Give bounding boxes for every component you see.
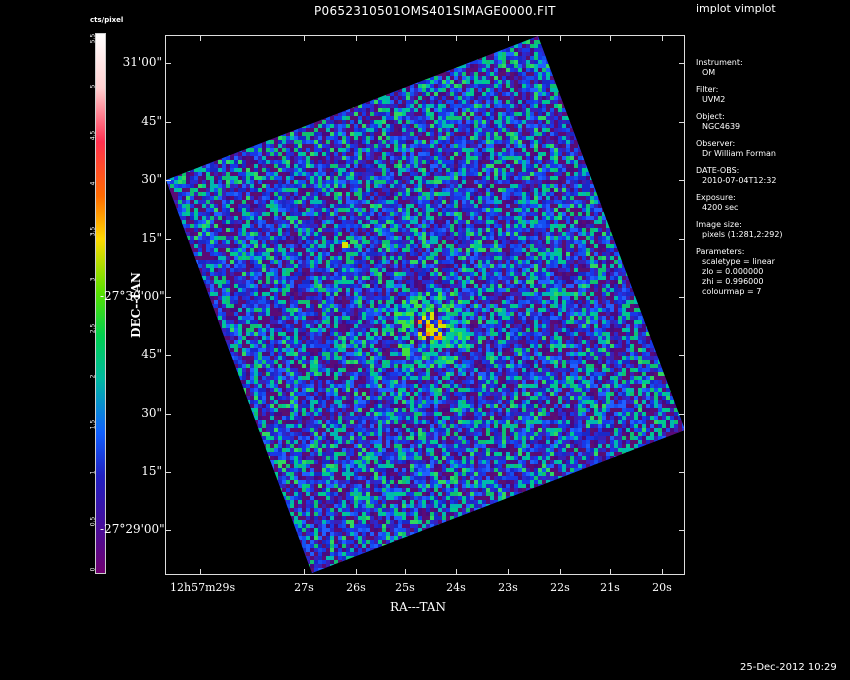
colorbar bbox=[95, 33, 106, 574]
x-tick bbox=[610, 35, 611, 41]
info-value: scaletype = linear bbox=[702, 257, 775, 266]
y-tick-label: 45" bbox=[141, 347, 162, 361]
y-tick bbox=[165, 297, 171, 298]
y-tick bbox=[679, 63, 685, 64]
y-tick bbox=[679, 297, 685, 298]
info-block: Exposure: 4200 sec bbox=[696, 193, 783, 213]
info-value: 2010-07-04T12:32 bbox=[702, 176, 777, 185]
y-tick-label: 30" bbox=[141, 172, 162, 186]
x-tick bbox=[662, 35, 663, 41]
x-tick bbox=[508, 569, 509, 575]
plot-title: P0652310501OMS401SIMAGE0000.FIT bbox=[314, 4, 556, 18]
info-key: Observer: bbox=[696, 139, 736, 148]
y-tick bbox=[165, 180, 171, 181]
info-value: NGC4639 bbox=[702, 122, 741, 131]
info-block: Image size: pixels (1:281,2:292) bbox=[696, 220, 783, 240]
info-key: Instrument: bbox=[696, 58, 743, 67]
y-tick-label: 15" bbox=[141, 464, 162, 478]
y-tick bbox=[165, 530, 171, 531]
info-key: Exposure: bbox=[696, 193, 736, 202]
y-tick bbox=[679, 414, 685, 415]
info-block: Instrument: OM bbox=[696, 58, 783, 78]
y-tick-label: 31'00" bbox=[122, 55, 162, 69]
y-tick bbox=[679, 180, 685, 181]
x-tick bbox=[356, 569, 357, 575]
x-tick bbox=[356, 35, 357, 41]
x-tick-label: 23s bbox=[498, 581, 518, 594]
info-key: DATE-OBS: bbox=[696, 166, 740, 175]
x-tick bbox=[610, 569, 611, 575]
x-tick-label: 21s bbox=[600, 581, 620, 594]
info-value: pixels (1:281,2:292) bbox=[702, 230, 783, 239]
x-tick bbox=[662, 569, 663, 575]
x-tick bbox=[200, 35, 201, 41]
y-tick bbox=[679, 472, 685, 473]
colorbar-label: cts/pixel bbox=[90, 16, 124, 24]
x-tick-label: 25s bbox=[395, 581, 415, 594]
info-value: OM bbox=[702, 68, 716, 77]
x-tick-label: 20s bbox=[652, 581, 672, 594]
x-tick bbox=[560, 35, 561, 41]
x-tick bbox=[304, 35, 305, 41]
y-tick bbox=[165, 122, 171, 123]
x-tick bbox=[456, 35, 457, 41]
info-value: zlo = 0.000000 bbox=[702, 267, 764, 276]
timestamp: 25-Dec-2012 10:29 bbox=[740, 662, 837, 673]
info-panel: Instrument: OM Filter: UVM2 Object: NGC4639 Ob… bbox=[696, 58, 783, 304]
y-tick-label: 30" bbox=[141, 406, 162, 420]
y-tick-label: 15" bbox=[141, 231, 162, 245]
info-key: Filter: bbox=[696, 85, 719, 94]
info-value: UVM2 bbox=[702, 95, 726, 104]
info-key: Object: bbox=[696, 112, 725, 121]
x-tick bbox=[405, 35, 406, 41]
info-block: Filter: UVM2 bbox=[696, 85, 783, 105]
x-tick-label: 26s bbox=[346, 581, 366, 594]
x-tick bbox=[456, 569, 457, 575]
info-key: Image size: bbox=[696, 220, 742, 229]
x-axis-label: RA---TAN bbox=[390, 600, 446, 614]
x-tick bbox=[508, 35, 509, 41]
info-block: Parameters: scaletype = linear zlo = 0.000… bbox=[696, 247, 783, 297]
y-tick bbox=[165, 63, 171, 64]
info-value: Dr William Forman bbox=[702, 149, 776, 158]
info-block: Object: NGC4639 bbox=[696, 112, 783, 132]
y-tick bbox=[679, 355, 685, 356]
info-block: Observer: Dr William Forman bbox=[696, 139, 783, 159]
y-tick bbox=[679, 530, 685, 531]
y-tick-label: -27°30'00" bbox=[100, 289, 165, 303]
info-value: zhi = 0.996000 bbox=[702, 277, 764, 286]
x-tick-label: 12h57m29s bbox=[170, 581, 236, 594]
x-tick bbox=[560, 569, 561, 575]
x-tick-label: 24s bbox=[446, 581, 466, 594]
y-tick bbox=[165, 239, 171, 240]
x-tick bbox=[200, 569, 201, 575]
y-axis-label: DEC--TAN bbox=[128, 272, 143, 338]
info-value: colourmap = 7 bbox=[702, 287, 762, 296]
x-tick bbox=[405, 569, 406, 575]
info-block: DATE-OBS: 2010-07-04T12:32 bbox=[696, 166, 783, 186]
y-tick-label: -27°29'00" bbox=[100, 522, 165, 536]
y-tick bbox=[165, 472, 171, 473]
x-tick bbox=[304, 569, 305, 575]
x-tick-label: 27s bbox=[294, 581, 314, 594]
x-tick-label: 22s bbox=[550, 581, 570, 594]
program-name: implot vimplot bbox=[696, 2, 776, 15]
plot-frame bbox=[165, 35, 685, 575]
y-tick bbox=[165, 355, 171, 356]
y-tick bbox=[165, 414, 171, 415]
y-tick bbox=[679, 239, 685, 240]
y-tick-label: 45" bbox=[141, 114, 162, 128]
y-tick bbox=[679, 122, 685, 123]
info-value: 4200 sec bbox=[702, 203, 739, 212]
info-key: Parameters: bbox=[696, 247, 745, 256]
